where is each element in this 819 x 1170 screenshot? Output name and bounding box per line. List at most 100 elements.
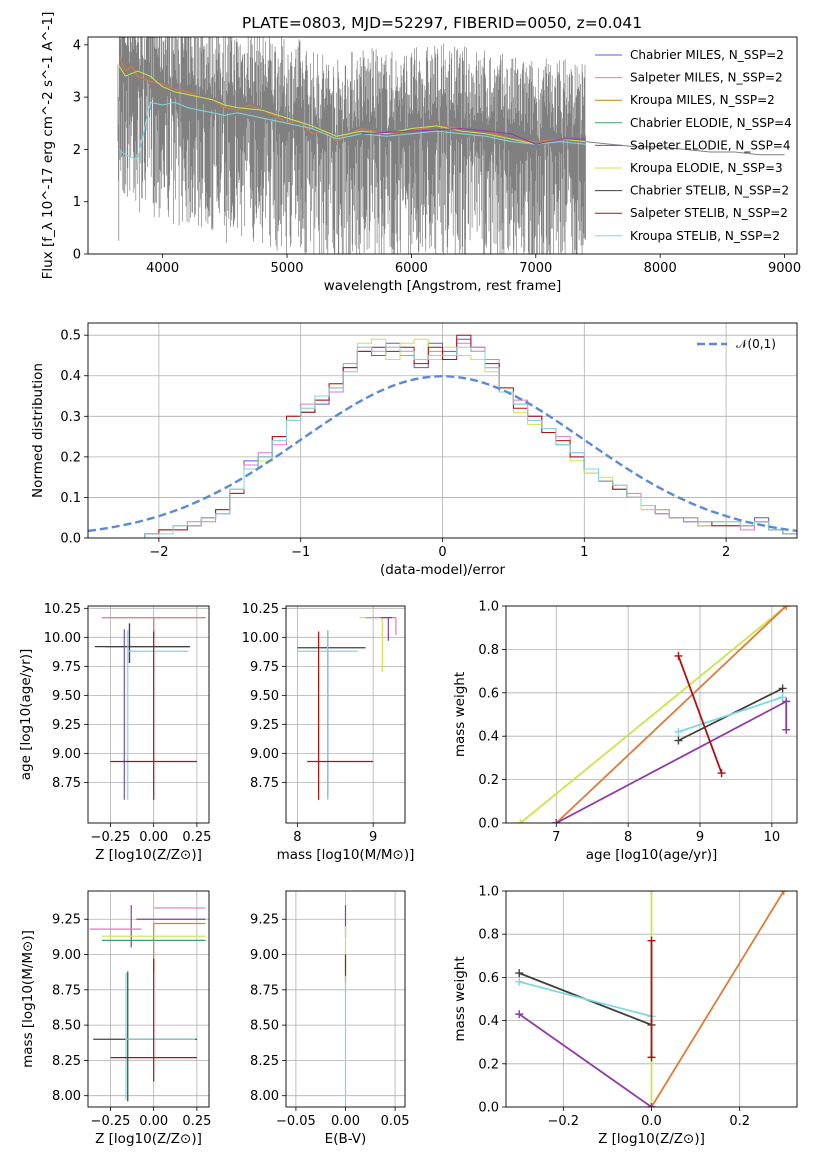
errorbar-cross-7	[93, 971, 197, 1102]
panel-mass-vs-ebv: −0.05 0.00 0.05 8.00 8.25 8.50 8.75 9.00 9.25 E(B…	[250, 890, 410, 1147]
plot-area-weight-vs-Z	[506, 891, 797, 1107]
x-axis-label: Z [log10(Z/Z⊙)]	[598, 1131, 705, 1147]
x-tick-label: −0.2	[548, 1114, 580, 1129]
model-spectrum-3	[361, 127, 586, 145]
weight-marker	[674, 727, 683, 736]
legend: Chabrier MILES, N_SSP=2 Salpeter MILES, N…	[595, 48, 792, 243]
y-tick-label: 1.0	[478, 600, 499, 615]
y-tick-label: 9.25	[250, 913, 279, 928]
y-tick-label: 10.00	[242, 631, 279, 646]
y-tick-label: 9.25	[52, 718, 81, 733]
y-tick-label: 9.00	[250, 747, 279, 762]
errorbar-cross-2	[105, 623, 190, 663]
model-spectrum-2	[118, 101, 586, 161]
y-tick-label: 8.75	[52, 776, 81, 791]
weight-marker	[717, 769, 726, 778]
y-tick-label: 9.00	[52, 747, 81, 762]
weight-marker	[515, 969, 524, 978]
weight-marker	[647, 1103, 656, 1107]
y-tick-label: 0	[73, 248, 81, 263]
axes-frame	[505, 605, 798, 824]
errorbar-cross-0	[359, 617, 383, 673]
x-tick-label: 8	[293, 830, 301, 845]
plot-area-age-vs-mass	[286, 606, 405, 823]
x-axis-label: E(B-V)	[325, 1131, 367, 1147]
weight-marker	[516, 819, 525, 823]
y-tick-label: 9.00	[250, 948, 279, 963]
panel-age-vs-Z: −0.25 0.00 0.25 8.75 9.00 9.25 9.50 9.75 10.00 10…	[18, 602, 211, 863]
weight-line-2	[518, 1013, 653, 1107]
weight-marker	[782, 697, 791, 706]
y-tick-label: 9.75	[250, 660, 279, 675]
x-tick-label: 9	[369, 830, 377, 845]
y-tick-label: 8.25	[250, 1054, 279, 1069]
y-tick-label: 9.50	[52, 689, 81, 704]
legend-label: Salpeter ELODIE, N_SSP=4	[630, 138, 791, 152]
y-tick-label: 8.00	[250, 1089, 279, 1104]
histogram-step-4	[88, 346, 797, 538]
weight-marker	[778, 684, 787, 693]
weight-marker	[674, 651, 683, 660]
weight-line-2	[555, 700, 787, 823]
x-tick-label: 7	[552, 830, 560, 845]
panel-weight-vs-Z: −0.2 0.0 0.2 0.0 0.2 0.4 0.6 0.8 1.0 Z [log10(Z/Z…	[452, 885, 798, 1147]
y-tick-label: 2	[73, 143, 81, 158]
y-tick-label: 0.8	[478, 928, 499, 943]
x-axis-label: Z [log10(Z/Z⊙)]	[95, 1131, 202, 1147]
axes-frame	[285, 605, 406, 824]
y-tick-label: 0.4	[60, 369, 81, 384]
y-tick-label: 4	[73, 38, 81, 53]
y-axis-label: mass [log10(M/M⊙)]	[20, 930, 36, 1068]
weight-marker	[647, 891, 656, 895]
legend-label: Kroupa STELIB, N_SSP=2	[630, 229, 780, 243]
errorbar-cross-3	[94, 623, 190, 663]
model-spectrum-1	[118, 65, 586, 145]
y-tick-label: 1	[73, 195, 81, 210]
legend-label: Salpeter MILES, N_SSP=2	[630, 71, 783, 85]
weight-marker	[782, 725, 791, 734]
errorbar-cross-4	[297, 630, 359, 800]
x-tick-label: 1	[580, 545, 588, 560]
weight-line-6	[677, 655, 723, 774]
errorbar-cross-3	[297, 630, 366, 799]
x-tick-label: 7000	[519, 261, 552, 276]
y-tick-label: 9.75	[52, 660, 81, 675]
x-tick-label: −0.25	[91, 830, 131, 845]
errorbar-cross-4	[127, 630, 189, 800]
weight-marker	[782, 606, 791, 610]
y-tick-label: 9.00	[52, 948, 81, 963]
legend-label: Chabrier MILES, N_SSP=2	[630, 48, 784, 62]
errorbar-cross-3	[153, 922, 206, 973]
figure-title: PLATE=0803, MJD=52297, FIBERID=0050, z=0…	[242, 14, 642, 32]
y-axis-label: Normed distribution	[30, 363, 46, 498]
axes-frame	[285, 890, 406, 1108]
weight-line-0	[519, 606, 787, 823]
axes-frame	[87, 605, 210, 824]
errorbar-cross-9	[110, 958, 197, 1082]
axes-frame	[505, 890, 798, 1108]
errorbar-cross-6	[110, 631, 197, 800]
y-axis-label: Flux [f_λ 10^-17 erg cm^-2 s^-1 A^-1]	[40, 12, 56, 280]
plot-area-spectrum	[117, 37, 785, 254]
x-tick-label: 5000	[270, 261, 303, 276]
x-tick-label: 0.00	[139, 1114, 168, 1129]
legend-label: Chabrier STELIB, N_SSP=2	[630, 184, 789, 198]
weight-marker	[515, 1010, 524, 1019]
weight-marker	[647, 1053, 656, 1062]
x-tick-label: 0.25	[182, 1114, 211, 1129]
x-tick-label: 0.00	[139, 830, 168, 845]
x-axis-label: wavelength [Angstrom, rest frame]	[324, 278, 562, 294]
x-tick-label: 4000	[146, 261, 179, 276]
x-axis-label: Z [log10(Z/Z⊙)]	[95, 847, 202, 863]
legend-label: Kroupa MILES, N_SSP=2	[630, 93, 775, 107]
x-tick-label: −0.25	[91, 1114, 131, 1129]
weight-line-4	[518, 980, 652, 1018]
y-tick-label: 0.5	[60, 329, 81, 344]
axes-frame	[87, 36, 798, 255]
weight-marker	[647, 936, 656, 945]
y-axis-label: mass weight	[452, 672, 468, 757]
x-tick-label: 0.0	[641, 1114, 662, 1129]
weight-line-1	[555, 606, 787, 823]
y-tick-label: 0.4	[478, 1014, 499, 1029]
